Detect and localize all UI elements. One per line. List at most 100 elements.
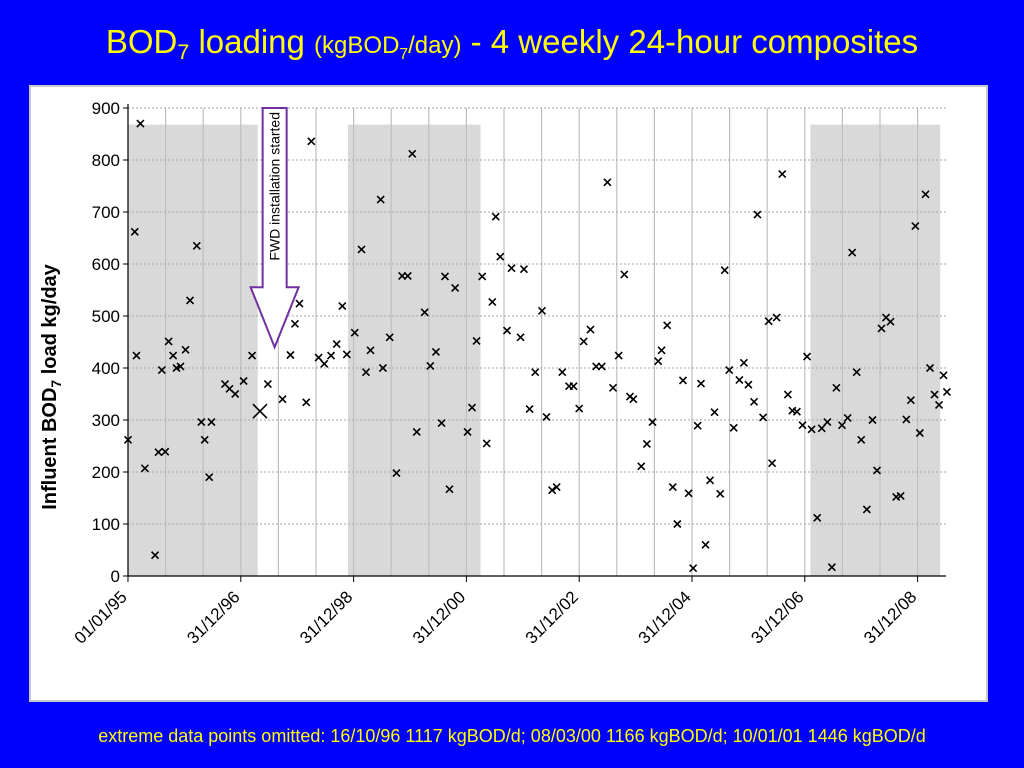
data-point-51	[408, 149, 417, 158]
y-tick-label-200: 200	[92, 463, 120, 482]
data-point-42	[357, 245, 366, 254]
x-tick-label-8: 31/12/08	[860, 587, 920, 647]
data-point-122	[783, 390, 792, 399]
data-point-45	[376, 195, 385, 204]
data-point-29	[278, 395, 287, 404]
data-point-62	[472, 336, 481, 346]
data-point-100	[678, 376, 688, 385]
data-point-103	[693, 421, 702, 430]
slide-title: BOD7 loading (kgBOD7/day) - 4 weekly 24-…	[0, 22, 1024, 66]
data-point-153	[934, 400, 944, 409]
data-point-30	[286, 350, 295, 360]
data-point-132	[832, 383, 841, 392]
data-point-50	[403, 271, 412, 281]
data-point-38	[332, 340, 341, 349]
data-point-136	[852, 368, 861, 377]
data-point-40	[342, 350, 351, 359]
data-point-130	[823, 418, 832, 427]
data-point-44	[366, 346, 375, 355]
data-point-61	[467, 403, 477, 412]
x-tick-label-7: 31/12/06	[747, 587, 807, 647]
data-point-109	[720, 266, 729, 275]
data-point-71	[519, 265, 528, 274]
scatter-chart: 0 100 200 300 400 500 600 700 800 900 01/01/95 31/1…	[39, 99, 951, 648]
data-point-110	[725, 366, 734, 375]
shaded-period-1	[128, 124, 258, 576]
x-tick-label-1: 01/01/95	[71, 587, 131, 647]
x-tick-label-6: 31/12/04	[635, 587, 695, 647]
data-point-147	[906, 396, 915, 405]
data-point-150	[921, 190, 930, 199]
data-point-64	[482, 439, 491, 448]
x-tick-label-2: 31/12/96	[183, 587, 243, 647]
data-point-36	[320, 359, 329, 368]
shaded-period-3	[810, 124, 941, 576]
y-axis-label-post: load kg/day	[39, 263, 61, 379]
data-point-52	[412, 427, 421, 437]
data-point-17	[197, 418, 206, 427]
title-unit-subscript: 7	[399, 46, 409, 63]
data-point-37	[326, 351, 336, 360]
chart-panel: 0 100 200 300 400 500 600 700 800 900 01/01/95 31/1…	[29, 85, 988, 702]
data-point-138	[862, 505, 871, 514]
data-point-14	[181, 345, 190, 354]
grid-lines	[128, 107, 946, 576]
data-point-4	[136, 119, 145, 128]
data-point-9	[161, 447, 170, 456]
y-tick-label-300: 300	[92, 411, 120, 430]
data-point-75	[542, 412, 551, 421]
data-point-143	[886, 317, 895, 326]
y-tick-label-400: 400	[92, 359, 120, 378]
data-point-134	[843, 413, 852, 422]
data-point-76	[548, 486, 557, 495]
data-point-65	[488, 297, 497, 307]
data-point-113	[739, 358, 748, 367]
y-tick-label-800: 800	[92, 151, 120, 170]
data-point-102	[689, 564, 698, 573]
data-point-2	[130, 227, 139, 236]
y-tick-label-500: 500	[92, 307, 120, 326]
data-point-43	[361, 368, 371, 377]
data-point-18	[200, 435, 209, 444]
y-axis-label-subscript: 7	[48, 380, 64, 388]
data-point-114	[744, 380, 753, 389]
data-point-101	[684, 489, 693, 498]
data-point-67	[496, 252, 505, 261]
data-point-78	[558, 368, 567, 377]
data-point-47	[385, 333, 394, 342]
data-point-105	[701, 540, 710, 549]
data-point-20	[207, 418, 216, 427]
y-tick-label-900: 900	[92, 99, 120, 118]
data-point-149	[915, 428, 924, 438]
title-main-subscript: 7	[177, 40, 190, 64]
data-point-89	[620, 270, 629, 279]
title-main-rest: loading	[189, 23, 315, 60]
data-point-72	[525, 405, 534, 414]
data-point-63	[478, 272, 487, 281]
data-point-152	[930, 390, 939, 399]
data-point-106	[705, 476, 715, 485]
y-axis-label-pre: Influent BOD	[39, 388, 61, 510]
data-point-117	[758, 413, 768, 422]
title-unit: (kgBOD7/day)	[314, 32, 461, 62]
data-point-13	[176, 362, 185, 371]
y-axis-label: Influent BOD7 load kg/day	[39, 263, 64, 509]
data-point-154	[939, 371, 948, 380]
data-point-126	[802, 352, 812, 361]
data-point-146	[902, 415, 911, 424]
data-point-1	[123, 435, 133, 444]
x-tick-label-4: 31/12/00	[409, 587, 469, 647]
data-point-19	[205, 473, 214, 482]
data-point-86	[603, 178, 612, 187]
data-point-108	[716, 489, 725, 498]
data-point-133	[837, 421, 847, 430]
data-point-7	[154, 448, 163, 457]
y-tick-label-100: 100	[92, 515, 120, 534]
data-point-139	[868, 415, 877, 425]
x-tick-label-5: 31/12/02	[522, 587, 582, 647]
data-point-82	[579, 337, 588, 346]
data-point-33	[302, 398, 311, 407]
data-point-96	[657, 346, 666, 355]
data-point-77	[552, 483, 561, 492]
annotation: FWD installation started	[249, 107, 301, 350]
